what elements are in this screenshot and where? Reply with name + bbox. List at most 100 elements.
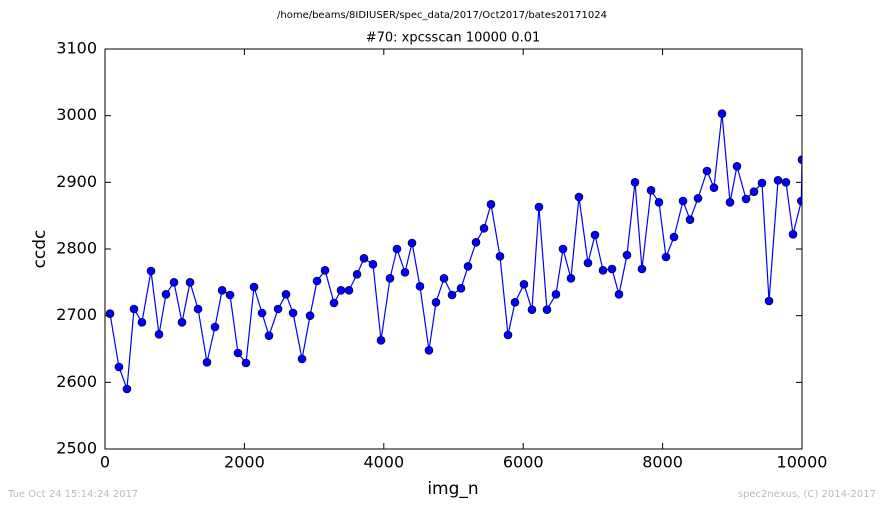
data-point [732,162,742,171]
data-point [210,322,220,332]
data-point [257,308,267,318]
data-point [607,264,617,274]
data-point [456,284,466,293]
data-point [202,358,212,367]
data-point [336,286,346,295]
data-point [749,187,759,196]
y-tick-label: 3100 [56,39,97,58]
data-point [249,282,259,292]
data-point [415,282,425,291]
data-point [368,260,378,269]
data-point [702,166,712,176]
data-point [527,305,537,314]
chart-subtitle: #70: xpcsscan 10000 0.01 [366,31,541,46]
data-point [137,318,147,327]
data-point [788,230,798,239]
data-point [757,178,767,188]
data-point [558,244,568,254]
data-point [486,200,496,209]
data-point [654,198,664,207]
x-tick-label: 2000 [224,453,265,472]
data-point [392,244,402,254]
data-point [129,304,139,314]
data-point [669,232,679,242]
data-point [424,346,434,355]
data-point [385,274,395,283]
data-point [177,318,187,327]
data-point [773,176,783,185]
data-point [344,286,354,295]
y-tick-label: 2500 [56,439,97,458]
data-point [447,290,457,300]
data-point [288,308,298,318]
data-point [551,290,561,299]
data-point [495,252,505,261]
data-point [693,194,703,203]
data-point [312,276,322,286]
data-point [233,348,243,358]
data-point [376,336,386,345]
footer-left: Tue Oct 24 15:14:24 2017 [7,489,138,500]
data-point [566,274,576,283]
data-point [305,311,315,320]
data-point [154,330,164,339]
data-point [352,270,362,279]
data-point [583,258,593,268]
data-point [622,250,632,260]
footer-right: spec2nexus, (C) 2014-2017 [738,489,876,500]
plot-area [105,109,802,394]
data-point [542,305,552,314]
data-point [400,268,410,277]
data-point [503,330,513,340]
x-axis-label: img_n [427,479,478,499]
data-point [781,178,791,187]
data-point [797,196,802,206]
data-point [264,331,274,340]
x-tick-label: 4000 [363,453,404,472]
data-point [439,274,449,283]
data-point [431,298,441,307]
y-tick-label: 2700 [56,305,97,324]
data-point [637,264,647,274]
data-point [359,254,369,263]
x-tick-label: 0 [100,453,110,472]
data-point [161,290,171,299]
y-tick-label: 2800 [56,239,97,258]
y-tick-label: 2600 [56,372,97,391]
data-point [590,230,600,240]
data-point [519,280,529,289]
data-point [630,178,640,187]
data-point [764,296,774,306]
data-point [407,238,417,248]
data-point [105,309,115,318]
x-tick-label: 8000 [642,453,683,472]
data-point [717,109,727,118]
chart-title: /home/beams/8IDIUSER/spec_data/2017/Oct2… [277,10,607,21]
data-point [614,290,624,299]
x-tick-label: 6000 [503,453,544,472]
data-point [146,266,156,276]
data-point [471,238,481,247]
data-point [185,278,195,287]
x-tick-label: 10000 [777,453,828,472]
data-point [661,252,671,262]
data-point [297,354,307,364]
data-point [678,196,688,206]
data-point [510,298,520,307]
data-point [574,192,584,202]
data-point [122,384,132,394]
data-point [169,278,179,287]
data-point [685,215,695,224]
data-point [797,155,802,164]
data-point [241,358,251,368]
y-tick-label: 2900 [56,172,97,191]
data-point [217,286,227,295]
data-point [709,183,719,192]
data-point [646,186,656,195]
data-point [193,304,203,314]
data-point [114,362,124,372]
data-point [273,304,283,314]
y-tick-label: 3000 [56,105,97,124]
